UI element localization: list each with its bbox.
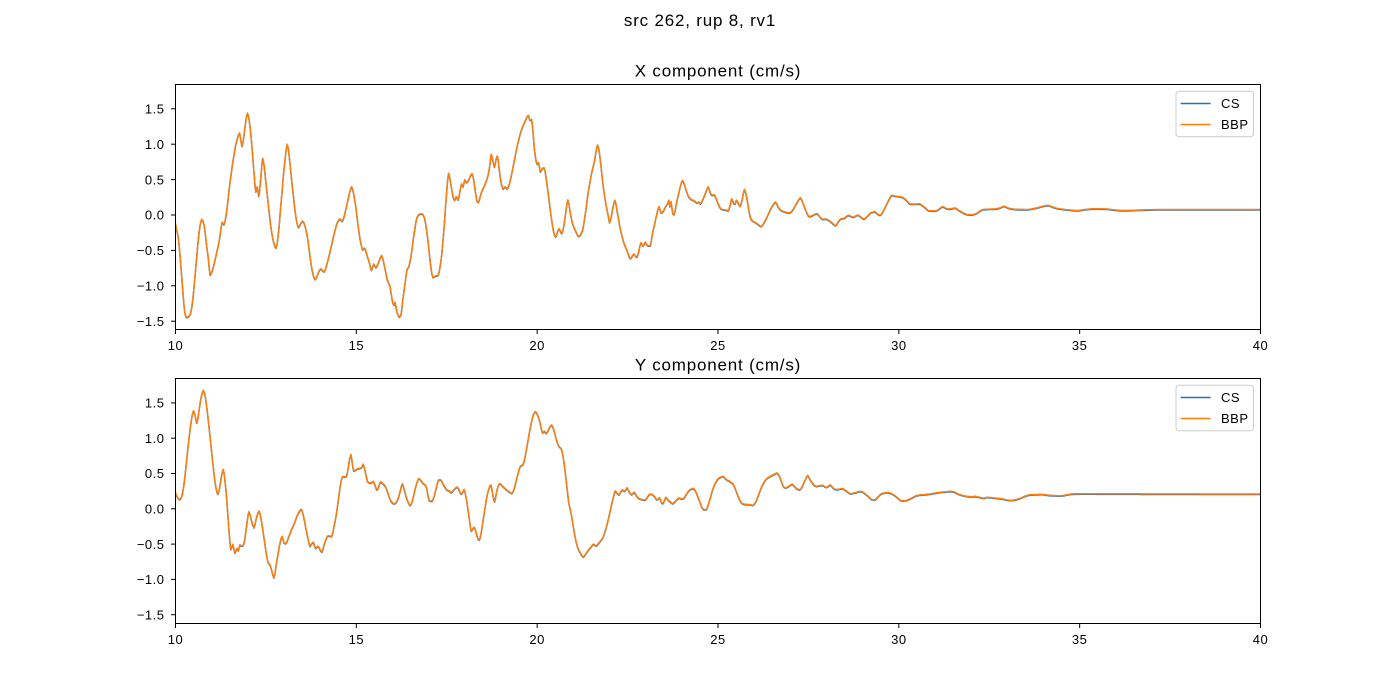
svg-text:10: 10 bbox=[168, 632, 183, 647]
svg-text:25: 25 bbox=[710, 338, 725, 353]
svg-text:20: 20 bbox=[529, 338, 544, 353]
svg-text:20: 20 bbox=[529, 632, 544, 647]
svg-text:1.0: 1.0 bbox=[145, 137, 165, 152]
svg-text:40: 40 bbox=[1253, 632, 1268, 647]
svg-text:−1.0: −1.0 bbox=[137, 572, 165, 587]
svg-text:1.0: 1.0 bbox=[145, 431, 165, 446]
svg-text:10: 10 bbox=[168, 338, 183, 353]
svg-text:15: 15 bbox=[349, 632, 364, 647]
svg-text:CS: CS bbox=[1221, 390, 1240, 405]
svg-text:−1.5: −1.5 bbox=[137, 314, 165, 329]
svg-text:CS: CS bbox=[1221, 96, 1240, 111]
svg-text:25: 25 bbox=[710, 632, 725, 647]
svg-text:BBP: BBP bbox=[1221, 117, 1249, 132]
svg-text:15: 15 bbox=[349, 338, 364, 353]
svg-text:−1.5: −1.5 bbox=[137, 607, 165, 622]
svg-text:0.5: 0.5 bbox=[145, 172, 165, 187]
svg-text:src 262, rup 8, rv1: src 262, rup 8, rv1 bbox=[624, 11, 776, 30]
svg-text:−0.5: −0.5 bbox=[137, 243, 165, 258]
svg-text:40: 40 bbox=[1253, 338, 1268, 353]
svg-text:0.5: 0.5 bbox=[145, 466, 165, 481]
svg-text:X component (cm/s): X component (cm/s) bbox=[635, 61, 802, 80]
svg-text:Y component (cm/s): Y component (cm/s) bbox=[635, 355, 801, 374]
svg-text:30: 30 bbox=[891, 338, 906, 353]
svg-text:35: 35 bbox=[1072, 632, 1087, 647]
svg-text:35: 35 bbox=[1072, 338, 1087, 353]
svg-text:1.5: 1.5 bbox=[145, 396, 165, 411]
svg-text:BBP: BBP bbox=[1221, 411, 1249, 426]
svg-text:−1.0: −1.0 bbox=[137, 279, 165, 294]
svg-text:0.0: 0.0 bbox=[145, 208, 165, 223]
svg-text:0.0: 0.0 bbox=[145, 502, 165, 517]
svg-text:1.5: 1.5 bbox=[145, 102, 165, 117]
svg-text:−0.5: −0.5 bbox=[137, 537, 165, 552]
svg-text:30: 30 bbox=[891, 632, 906, 647]
